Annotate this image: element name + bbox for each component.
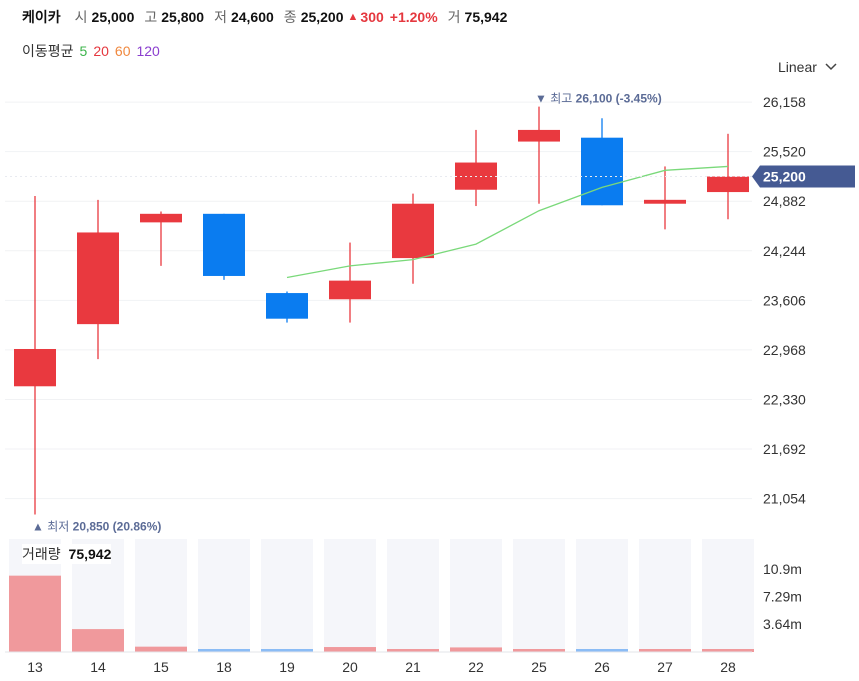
price-tick-label: 22,330 [763, 391, 806, 407]
high-value: 25,800 [161, 9, 205, 25]
x-tick-label: 13 [27, 659, 43, 675]
x-tick-label: 22 [468, 659, 484, 675]
volume-column-bg [135, 539, 187, 652]
volume-bar [72, 629, 124, 652]
current-price-tag [752, 165, 855, 188]
price-tick-label: 21,054 [763, 491, 806, 507]
ma-period-120[interactable]: 120 [136, 43, 160, 59]
volume-panel-value: 75,942 [68, 546, 112, 562]
up-triangle-icon: ▲ [347, 11, 359, 23]
volume-tick-label: 7.29m [763, 588, 802, 604]
volume-bar [702, 649, 754, 652]
price-tick-label: 22,968 [763, 342, 806, 358]
volume-panel-title: 거래량 [22, 546, 61, 562]
open-label: 시 [74, 9, 88, 25]
low-value: 24,600 [230, 9, 274, 25]
close-value: 25,200 [300, 9, 344, 25]
price-tick-label: 23,606 [763, 292, 806, 308]
x-tick-label: 25 [531, 659, 547, 675]
ma-period-20[interactable]: 20 [93, 43, 109, 59]
price-tick-label: 21,692 [763, 441, 806, 457]
x-tick-label: 18 [216, 659, 232, 675]
current-price-label: 25,200 [763, 169, 806, 185]
scale-selector[interactable]: Linear [778, 59, 837, 75]
x-tick-label: 15 [153, 659, 169, 675]
volume-column-bg [198, 539, 250, 652]
x-tick-label: 28 [720, 659, 736, 675]
volume-column-bg [324, 539, 376, 652]
candle-body [581, 137, 623, 206]
volume-column-bg [513, 539, 565, 652]
price-tick-label: 24,882 [763, 193, 806, 209]
volume-bar [198, 649, 250, 652]
candle-body [644, 199, 686, 204]
x-tick-label: 27 [657, 659, 673, 675]
chevron-down-icon [825, 63, 837, 71]
price-tick-label: 24,244 [763, 243, 806, 259]
moving-average-label: 이동평균 [22, 43, 74, 59]
volume-column-bg [450, 539, 502, 652]
max-price-annotation: ▼ 최고 26,100 (-3.45%) [535, 92, 662, 106]
volume-bar [639, 649, 691, 652]
volume-bar [9, 575, 61, 652]
ma5-line [286, 165, 729, 279]
candle-body [707, 176, 749, 193]
price-summary-header: 케이카 시 25,000 고 25,800 저 24,600 종 25,200 … [22, 6, 517, 28]
x-tick-label: 20 [342, 659, 358, 675]
volume-label: 거 [447, 9, 461, 25]
volume-column-bg [639, 539, 691, 652]
open-value: 25,000 [91, 9, 135, 25]
ma-period-5[interactable]: 5 [79, 43, 88, 59]
volume-bar [387, 649, 439, 652]
volume-bar [261, 649, 313, 652]
volume-bar [450, 647, 502, 652]
candle-body [203, 213, 245, 276]
price-tick-label: 26,158 [763, 94, 806, 110]
x-tick-label: 26 [594, 659, 610, 675]
candle-body [266, 293, 308, 319]
scale-selector-label: Linear [778, 59, 817, 75]
volume-column-bg [387, 539, 439, 652]
candle-body [518, 129, 560, 142]
candle-body [77, 232, 119, 325]
volume-bar [576, 649, 628, 652]
volume-column-bg [702, 539, 754, 652]
ma-period-60[interactable]: 60 [114, 43, 131, 59]
low-label: 저 [214, 9, 227, 25]
volume-bar [513, 649, 565, 652]
high-label: 고 [144, 9, 158, 25]
volume-panel-label: 거래량 75,942 [22, 544, 112, 564]
candle-body [14, 348, 56, 387]
x-tick-label: 19 [279, 659, 295, 675]
volume-column-bg [576, 539, 628, 652]
volume-column-bg [261, 539, 313, 652]
x-tick-label: 14 [90, 659, 106, 675]
close-label: 종 [283, 9, 297, 25]
volume-bar [324, 647, 376, 652]
volume-tick-label: 3.64m [763, 616, 802, 632]
price-tick-label: 25,520 [763, 144, 806, 160]
x-tick-label: 21 [405, 659, 421, 675]
candle-body [140, 213, 182, 223]
change-value: 300 [360, 9, 384, 25]
moving-average-legend: 이동평균 5 20 60 120 [22, 41, 166, 61]
candle-body [329, 280, 371, 300]
change-percent: +1.20% [389, 9, 438, 25]
volume-value: 75,942 [464, 9, 508, 25]
min-price-annotation: ▲ 최저 20,850 (20.86%) [32, 519, 161, 533]
volume-tick-label: 10.9m [763, 561, 802, 577]
volume-bar [135, 646, 187, 652]
stock-name: 케이카 [22, 9, 61, 25]
candle-body [392, 203, 434, 259]
